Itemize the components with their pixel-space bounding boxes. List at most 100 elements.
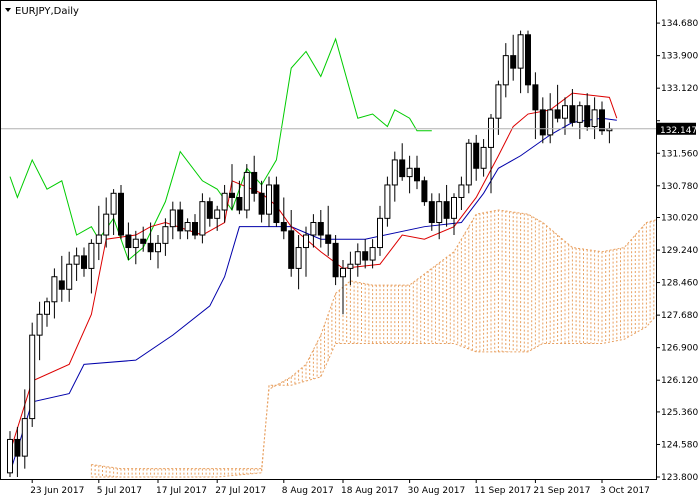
candle-bull <box>88 242 95 269</box>
candle-bull <box>103 213 110 236</box>
candle-bull <box>406 167 413 178</box>
candle-bull <box>51 276 58 303</box>
candle-bull <box>95 234 102 244</box>
candle-bear <box>147 242 154 253</box>
candle-bull <box>221 192 228 211</box>
candle-bull <box>199 201 206 236</box>
y-tick-label: 133.120 <box>661 84 698 94</box>
y-tick-label: 125.360 <box>661 408 698 418</box>
candle-bear <box>510 55 517 69</box>
candle-bull <box>369 247 376 261</box>
x-tick-label: 17 Jul 2017 <box>156 486 207 496</box>
candle-bear <box>443 201 450 219</box>
candle-bear <box>584 105 591 128</box>
candle-bull <box>155 242 161 253</box>
senkou-span-b <box>91 315 656 478</box>
candle-bull <box>576 105 583 123</box>
candle-bear <box>362 251 369 261</box>
y-tick-label: 123.800 <box>661 473 698 483</box>
y-tick-label: 127.680 <box>661 311 698 321</box>
y-tick-label: 126.120 <box>661 376 698 386</box>
candle-bear <box>539 109 546 136</box>
time-axis: 23 Jun 2017 5 Jul 2017 17 Jul 2017 27 Jul 2… <box>30 479 650 496</box>
candle-bear <box>236 196 243 211</box>
candle-bull <box>73 255 80 265</box>
candle-bull <box>303 234 309 249</box>
x-tick-label: 27 Jul 2017 <box>215 486 266 496</box>
candle-bear <box>421 180 428 203</box>
candle-bull <box>354 251 361 265</box>
candle-bear <box>192 222 198 236</box>
candle-bear <box>332 242 339 278</box>
candle-bull <box>547 109 554 136</box>
x-tick-label: 21 Sep 2017 <box>533 486 590 496</box>
candle-bull <box>480 146 487 169</box>
candle-bear <box>532 84 539 111</box>
candle-bear <box>118 192 124 236</box>
x-tick-label: 30 Aug 2017 <box>408 486 466 496</box>
price-axis: 134.680 133.900 133.120 131.560 130.780 130.0… <box>656 19 698 483</box>
candle-bear <box>280 222 287 232</box>
y-tick-label: 124.580 <box>661 440 698 450</box>
candle-bull <box>517 34 524 69</box>
candle-bull <box>310 222 317 236</box>
current-price-label: 132.147 <box>660 126 697 136</box>
candle-bull <box>266 184 272 215</box>
candle-bull <box>184 222 191 232</box>
y-tick-label: 130.780 <box>661 182 698 192</box>
candle-bull <box>384 184 391 219</box>
current-price-line: 132.147 <box>1 122 697 136</box>
candle-bull <box>295 247 302 269</box>
candle-bull <box>488 117 494 148</box>
candle-bull <box>347 263 354 269</box>
candle-bear <box>317 222 324 236</box>
candle-bull <box>29 334 36 420</box>
ichimoku-cloud <box>90 209 656 478</box>
candle-bear <box>258 192 265 215</box>
candle-bull <box>66 263 73 290</box>
y-tick-label: 129.240 <box>661 246 698 256</box>
candle-bull <box>391 159 398 186</box>
candle-bear <box>125 234 132 249</box>
y-tick-label: 130.020 <box>661 214 698 224</box>
x-tick-label: 23 Jun 2017 <box>30 486 84 496</box>
menu-triangle-icon[interactable] <box>5 8 11 12</box>
candle-bear <box>599 109 605 132</box>
candle-bull <box>132 238 139 249</box>
senkou-span-a <box>91 209 656 470</box>
candle-bear <box>325 234 332 244</box>
candle-bear <box>206 201 213 219</box>
candle-bull <box>465 142 472 186</box>
x-tick-label: 5 Jul 2017 <box>97 486 142 496</box>
y-tick-label: 126.900 <box>661 344 698 354</box>
candle-bear <box>81 255 87 269</box>
candle-bull <box>340 267 346 278</box>
candle-bear <box>414 167 420 182</box>
candle-bear <box>273 184 280 224</box>
candle-bull <box>44 301 50 315</box>
candle-bear <box>58 280 65 290</box>
chart-title: EURJPY,Daily <box>15 6 79 17</box>
candle-bear <box>229 192 235 198</box>
candle-bull <box>458 184 465 198</box>
candle-bull <box>451 196 457 219</box>
x-tick-label: 8 Aug 2017 <box>282 486 334 496</box>
candle-bull <box>436 201 443 224</box>
candle-bull <box>169 209 176 228</box>
candle-bull <box>110 192 117 215</box>
candle-bear <box>428 201 435 224</box>
candle-bear <box>554 109 561 119</box>
x-tick-label: 3 Oct 2017 <box>600 486 650 496</box>
candle-bull <box>214 209 221 219</box>
candle-bull <box>243 171 250 211</box>
candle-bull <box>562 105 568 119</box>
candle-bear <box>473 142 480 169</box>
y-tick-label: 133.900 <box>661 52 698 62</box>
candle-bull <box>591 109 598 128</box>
candle-bull <box>36 313 43 336</box>
candle-bear <box>525 34 531 86</box>
candle-bear <box>177 209 184 232</box>
candle-bull <box>162 226 169 244</box>
